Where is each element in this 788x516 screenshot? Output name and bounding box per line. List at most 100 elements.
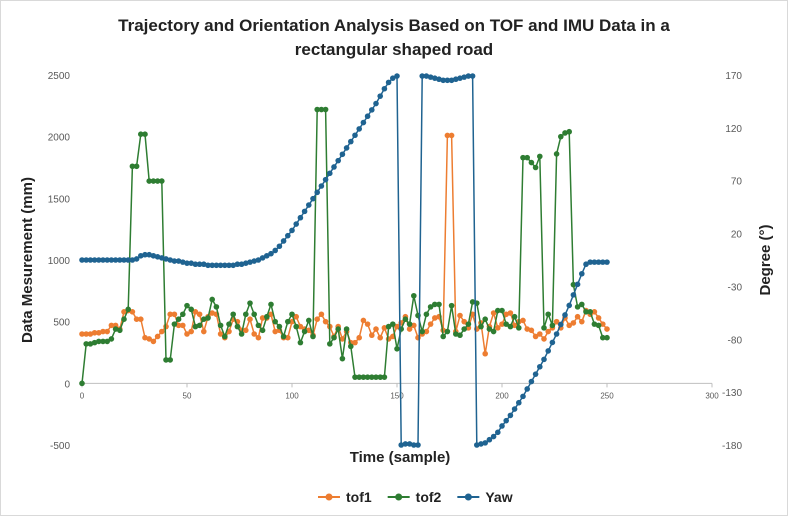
data-point <box>474 442 480 448</box>
data-point <box>377 93 384 99</box>
y2-tick-label: 120 <box>725 124 742 135</box>
data-point <box>591 309 598 315</box>
data-point <box>255 334 262 341</box>
y-tick-label: 2000 <box>48 133 71 144</box>
data-point <box>180 311 186 318</box>
data-point <box>146 251 152 258</box>
data-point <box>230 262 236 269</box>
data-point <box>600 321 606 327</box>
data-point <box>532 371 539 377</box>
data-point <box>301 328 308 335</box>
data-point <box>444 328 451 335</box>
data-point <box>167 311 173 318</box>
data-point <box>184 302 190 309</box>
x-tick-label: 150 <box>390 391 404 400</box>
data-point <box>226 262 232 269</box>
data-point <box>297 214 304 221</box>
data-point <box>104 328 110 335</box>
data-point <box>532 164 539 171</box>
data-point <box>108 336 115 342</box>
data-point <box>138 131 144 137</box>
x-tick-label: 0 <box>80 391 85 400</box>
data-point <box>322 106 329 113</box>
data-point <box>184 260 190 266</box>
x-tick-label: 250 <box>600 391 614 400</box>
data-point <box>87 331 94 337</box>
data-point <box>583 309 589 315</box>
data-point <box>574 304 581 310</box>
data-point <box>528 159 535 166</box>
data-point <box>142 131 148 137</box>
data-point <box>587 309 593 315</box>
data-point <box>369 107 375 113</box>
data-point <box>495 307 501 314</box>
data-point <box>146 178 152 184</box>
y2-tick-label: -80 <box>728 335 743 346</box>
data-point <box>301 208 308 215</box>
data-point <box>91 329 98 336</box>
data-point <box>528 327 535 334</box>
data-point <box>159 178 165 184</box>
data-point <box>108 257 115 263</box>
data-point <box>91 339 98 346</box>
data-point <box>495 429 501 436</box>
data-point <box>133 163 140 170</box>
data-point <box>117 327 123 334</box>
data-point <box>289 227 295 234</box>
data-point <box>280 333 287 340</box>
data-point <box>247 259 253 265</box>
data-point <box>79 380 85 387</box>
data-point <box>566 322 572 329</box>
data-point <box>432 315 438 321</box>
data-point <box>453 76 459 83</box>
data-point <box>520 317 526 324</box>
data-point <box>570 320 577 326</box>
y2-tick-label: 20 <box>731 230 743 241</box>
data-point <box>230 311 236 318</box>
data-point <box>150 252 157 259</box>
data-point <box>457 332 463 339</box>
data-point <box>159 255 165 261</box>
data-point <box>259 255 266 261</box>
data-point <box>264 313 270 320</box>
data-point <box>394 346 400 352</box>
data-point <box>457 312 463 319</box>
data-point <box>343 145 350 151</box>
data-point <box>558 133 564 140</box>
y2-axis-label: Degree (°) <box>757 224 774 295</box>
data-point <box>583 261 589 268</box>
data-point <box>595 322 602 329</box>
data-point <box>423 73 430 79</box>
x-tick-label: 200 <box>495 391 509 400</box>
data-point <box>507 412 514 419</box>
data-point <box>87 341 94 347</box>
data-point <box>188 260 194 266</box>
data-point <box>318 106 325 113</box>
data-point <box>444 77 451 84</box>
data-point <box>566 128 572 135</box>
y-tick-label: 0 <box>64 379 70 390</box>
data-point <box>499 423 505 429</box>
data-point <box>511 322 518 329</box>
data-point <box>121 257 127 263</box>
data-point <box>549 322 556 329</box>
data-point <box>314 106 321 113</box>
data-point <box>234 323 241 330</box>
data-point <box>373 100 379 107</box>
data-point <box>553 331 560 337</box>
data-point <box>364 321 371 327</box>
data-point <box>213 262 220 269</box>
data-point <box>579 270 585 277</box>
data-point <box>112 326 119 332</box>
data-point <box>272 318 279 325</box>
data-point <box>327 341 333 347</box>
data-point <box>427 304 434 310</box>
data-point <box>322 176 329 183</box>
data-point <box>175 322 182 329</box>
data-point <box>268 250 274 257</box>
data-point <box>209 262 215 269</box>
data-point <box>251 311 257 318</box>
data-point <box>133 316 140 323</box>
data-point <box>96 257 102 263</box>
